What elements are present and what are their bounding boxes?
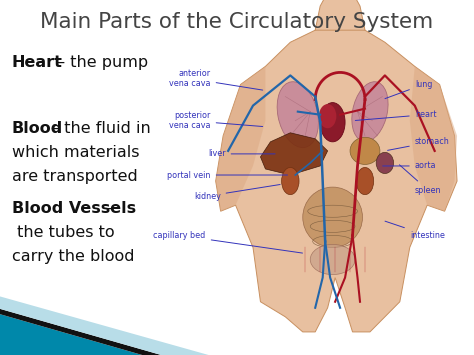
Ellipse shape [376,152,393,174]
Polygon shape [0,309,161,355]
Text: portal vein: portal vein [167,170,288,180]
Text: – the pump: – the pump [52,55,148,70]
Ellipse shape [319,104,337,128]
Text: –: – [101,201,114,215]
Text: lung: lung [385,80,432,99]
Text: Blood Vessels: Blood Vessels [12,201,136,215]
Polygon shape [216,66,265,211]
Text: Blood: Blood [12,121,63,136]
Text: heart: heart [356,110,436,120]
Ellipse shape [310,244,355,275]
Text: aorta: aorta [383,162,436,170]
Text: kidney: kidney [194,185,280,201]
Ellipse shape [352,82,388,142]
Ellipse shape [320,103,345,142]
Text: anterior
vena cava: anterior vena cava [169,69,263,90]
Text: posterior
vena cava: posterior vena cava [169,111,263,130]
Text: intestine: intestine [385,221,445,240]
Polygon shape [410,66,457,211]
Text: which materials: which materials [12,145,139,160]
Text: Main Parts of the Circulatory System: Main Parts of the Circulatory System [40,12,434,32]
Text: carry the blood: carry the blood [12,249,134,264]
Text: capillary bed: capillary bed [154,231,302,253]
Text: spleen: spleen [400,165,441,195]
Polygon shape [0,314,142,355]
Polygon shape [216,24,457,332]
Polygon shape [261,133,328,175]
Ellipse shape [277,82,319,148]
Text: stomach: stomach [388,137,449,151]
Ellipse shape [282,168,299,195]
Ellipse shape [303,187,363,247]
Polygon shape [315,0,365,30]
Text: Heart: Heart [12,55,63,70]
Text: are transported: are transported [12,169,137,184]
Ellipse shape [350,137,380,164]
Text: the tubes to: the tubes to [12,225,115,240]
Ellipse shape [356,168,374,195]
Polygon shape [0,296,209,355]
Text: liver: liver [208,149,275,158]
Text: – the fluid in: – the fluid in [46,121,151,136]
